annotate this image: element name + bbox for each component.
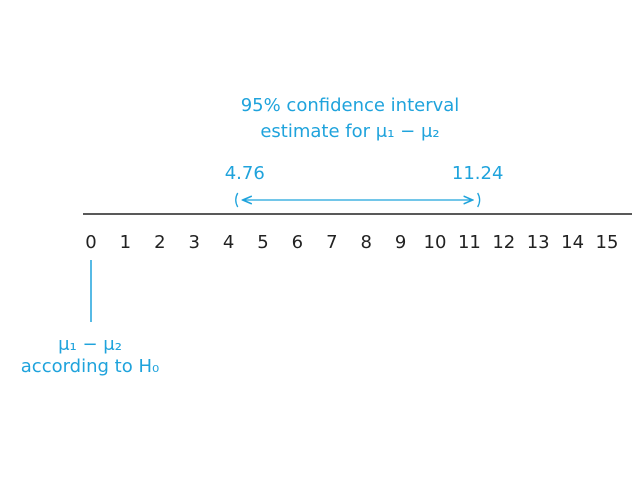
annotation-line: estimate for μ₁ − μ₂	[260, 121, 439, 142]
tick-label: 6	[292, 232, 303, 253]
annotation-line: 95% confidence interval	[241, 95, 460, 116]
interval-upper-bracket	[477, 192, 481, 208]
tick-label: 3	[188, 232, 199, 253]
tick-label: 14	[561, 232, 584, 253]
tick-label: 8	[360, 232, 371, 253]
tick-label: 13	[527, 232, 550, 253]
tick-label: 11	[458, 232, 481, 253]
null-label: μ₁ − μ₂	[58, 334, 122, 355]
interval-lower-bracket	[235, 192, 239, 208]
tick-label: 9	[395, 232, 406, 253]
tick-label: 0	[85, 232, 96, 253]
null-label: according to H₀	[21, 356, 159, 377]
tick-label: 15	[596, 232, 619, 253]
tick-label: 12	[492, 232, 515, 253]
tick-label: 2	[154, 232, 165, 253]
tick-label: 4	[223, 232, 234, 253]
tick-label: 5	[257, 232, 268, 253]
tick-label: 7	[326, 232, 337, 253]
interval-upper-label: 11.24	[452, 163, 504, 184]
tick-label: 1	[120, 232, 131, 253]
interval-lower-label: 4.76	[225, 163, 265, 184]
tick-label: 10	[424, 232, 447, 253]
